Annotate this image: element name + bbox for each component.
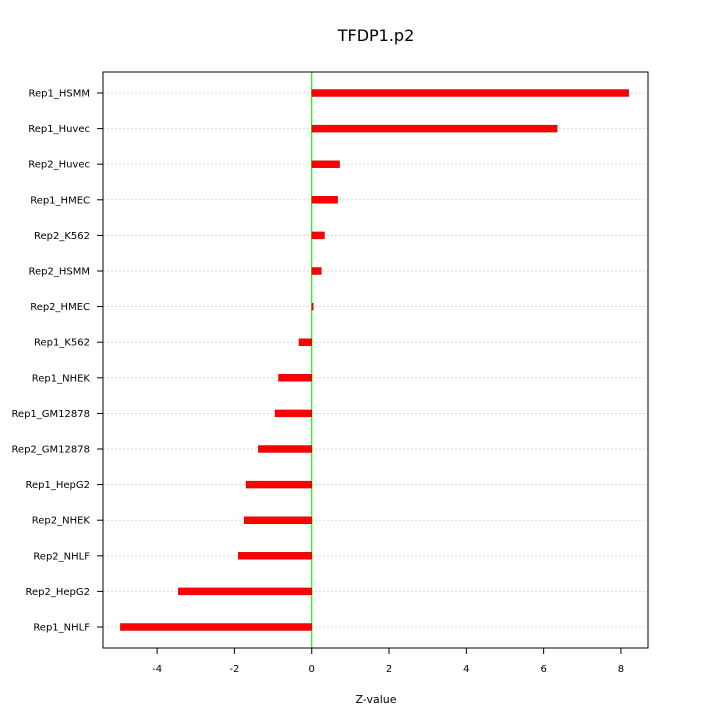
category-label: Rep2_HepG2 — [26, 587, 91, 598]
category-labels: Rep1_HSMM Rep1_Huvec Rep2_Huvec Rep1_HMEC Re… — [11, 89, 103, 634]
category-label: Rep2_GM12878 — [11, 445, 90, 456]
x-tick-label: 6 — [540, 664, 546, 675]
bar — [311, 267, 322, 275]
bar — [274, 409, 312, 418]
grid-lines — [103, 92, 648, 628]
category-label: Rep2_K562 — [34, 231, 90, 242]
x-tick-label: -4 — [152, 664, 162, 675]
chart-title: TFDP1.p2 — [337, 26, 415, 45]
category-label: Rep1_Huvec — [28, 124, 90, 135]
bar — [311, 196, 338, 204]
x-tick-label: 8 — [618, 664, 624, 675]
bar — [258, 445, 312, 453]
x-axis-ticks: -4 -2 0 2 4 6 8 — [152, 648, 624, 675]
bar — [311, 302, 314, 311]
x-tick-label: 0 — [309, 664, 315, 675]
category-label: Rep1_HMEC — [30, 195, 90, 206]
bar — [311, 160, 340, 168]
bar — [120, 623, 312, 631]
category-label: Rep1_NHEK — [32, 373, 91, 384]
category-label: Rep1_HSMM — [29, 89, 90, 100]
category-label: Rep2_Huvec — [28, 160, 90, 171]
category-label: Rep1_K562 — [34, 338, 90, 349]
bar — [278, 374, 312, 382]
category-label: Rep2_NHEK — [32, 516, 91, 527]
bars — [120, 89, 629, 631]
bar — [178, 587, 312, 596]
x-axis-label: Z-value — [355, 693, 396, 706]
bar — [311, 89, 629, 97]
bar — [243, 516, 312, 524]
category-label: Rep1_NHLF — [33, 623, 90, 634]
category-label: Rep1_GM12878 — [11, 409, 90, 420]
x-tick-label: 4 — [463, 664, 469, 675]
category-label: Rep2_HSMM — [29, 267, 90, 278]
category-label: Rep2_HMEC — [30, 302, 90, 313]
bar — [245, 480, 312, 489]
x-tick-label: -2 — [229, 664, 239, 675]
x-tick-label: 2 — [386, 664, 392, 675]
bar — [298, 338, 312, 346]
bar — [238, 552, 312, 560]
bar — [311, 124, 558, 133]
category-label: Rep1_HepG2 — [26, 480, 91, 491]
plot-frame — [102, 71, 649, 649]
bar — [311, 231, 325, 240]
category-label: Rep2_NHLF — [33, 551, 90, 562]
